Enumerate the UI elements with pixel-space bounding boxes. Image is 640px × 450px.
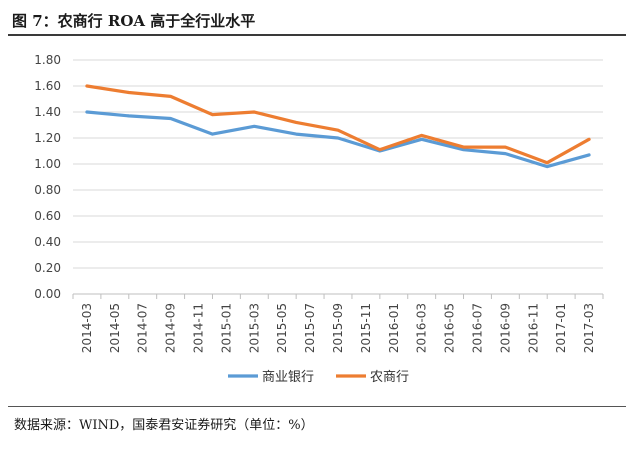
y-tick-label: 0.60 — [34, 209, 61, 223]
series-2 — [85, 84, 591, 165]
x-tick-label: 2014-11 — [192, 303, 206, 353]
x-tick-label: 2015-01 — [219, 303, 233, 353]
y-tick-label: 1.40 — [34, 105, 61, 119]
legend-item: 商业银行 — [228, 370, 314, 385]
x-tick-label: 2016-11 — [526, 303, 540, 353]
figure-header: 图 7：农商行 ROA 高于全行业水平 — [8, 6, 628, 36]
x-tick-label: 2015-03 — [247, 303, 261, 353]
x-tick-label: 2014-03 — [80, 303, 94, 353]
x-tick-label: 2014-07 — [136, 303, 150, 353]
x-tick-label: 2014-09 — [164, 303, 178, 353]
series-line — [85, 84, 591, 165]
legend-item: 农商行 — [336, 370, 409, 385]
series-line — [85, 110, 591, 169]
legend-label: 商业银行 — [262, 370, 314, 385]
y-tick-label: 1.20 — [34, 131, 61, 145]
y-tick-label: 0.20 — [34, 261, 61, 275]
legend-label: 农商行 — [370, 370, 409, 385]
figure-source: 数据来源：WIND，国泰君安证券研究（单位：%） — [14, 418, 314, 433]
y-tick-label: 0.00 — [34, 287, 61, 301]
grid-layer — [73, 59, 603, 295]
legend: 商业银行 农商行 — [228, 370, 409, 385]
x-tick-label: 2016-01 — [387, 303, 401, 353]
y-tick-label: 1.00 — [34, 157, 61, 171]
figure-title: 图 7：农商行 ROA 高于全行业水平 — [12, 12, 256, 30]
x-tick-label: 2014-05 — [108, 303, 122, 353]
x-tick-label: 2015-11 — [359, 303, 373, 353]
source-rule — [8, 406, 626, 407]
x-tick-label: 2016-03 — [415, 303, 429, 353]
x-tick-label: 2016-09 — [498, 303, 512, 353]
y-axis-ticks: 0.00 0.20 0.40 0.60 0.80 1.00 1.20 1.40 1.60 1.80 — [34, 53, 61, 301]
x-tick-label: 2015-09 — [331, 303, 345, 353]
x-tick-label: 2016-07 — [470, 303, 484, 353]
x-tick-label: 2017-03 — [582, 303, 596, 353]
x-tick-label: 2015-05 — [275, 303, 289, 353]
y-tick-label: 0.40 — [34, 235, 61, 249]
y-tick-label: 1.60 — [34, 79, 61, 93]
y-tick-label: 0.80 — [34, 183, 61, 197]
series-layer — [85, 84, 591, 169]
title-rule — [8, 34, 626, 36]
x-axis-ticks: 2014-03 2014-05 2014-07 2014-09 2014-11 2015-… — [72, 294, 604, 353]
y-tick-label: 1.80 — [34, 53, 61, 67]
x-tick-label: 2015-07 — [303, 303, 317, 353]
series-1 — [85, 110, 591, 169]
line-chart: 0.00 0.20 0.40 0.60 0.80 1.00 1.20 1.40 1.60 1.80… — [34, 53, 604, 385]
x-tick-label: 2016-05 — [443, 303, 457, 353]
x-tick-label: 2017-01 — [554, 303, 568, 353]
